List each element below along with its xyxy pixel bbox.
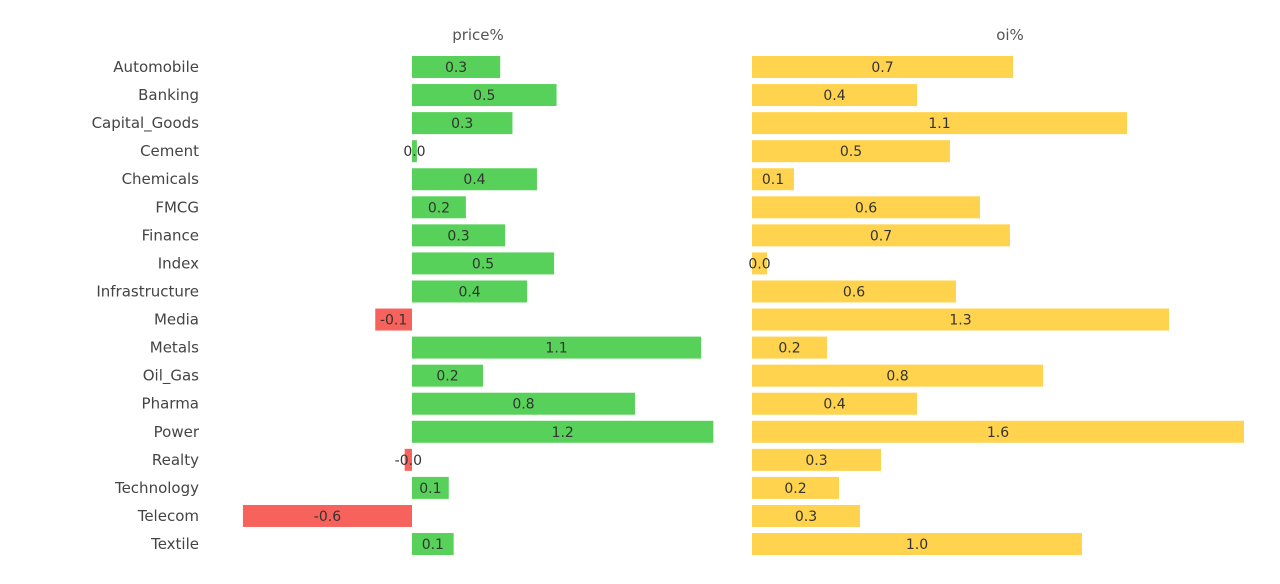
bar xyxy=(752,448,881,471)
category-label: Capital_Goods xyxy=(92,114,200,133)
category-label: Automobile xyxy=(113,58,199,76)
data-label: 0.4 xyxy=(458,284,480,300)
data-label: 1.0 xyxy=(906,537,928,553)
category-label: Metals xyxy=(150,339,199,357)
category-label: Power xyxy=(154,423,200,441)
bar xyxy=(412,420,714,443)
bar xyxy=(412,533,454,556)
category-label: Infrastructure xyxy=(96,282,199,300)
data-label: 0.7 xyxy=(870,228,892,244)
category-label: Pharma xyxy=(142,395,199,413)
bar xyxy=(752,224,1010,247)
bar xyxy=(404,448,412,471)
data-label: 0.4 xyxy=(463,172,485,188)
data-label: 1.3 xyxy=(949,313,971,329)
bar xyxy=(412,140,417,163)
category-label: Finance xyxy=(142,226,199,244)
bar xyxy=(752,364,1043,387)
data-label: 0.8 xyxy=(886,369,908,385)
data-label: 0.6 xyxy=(843,284,865,300)
data-label: 0.3 xyxy=(445,60,467,76)
category-label: Realty xyxy=(152,451,199,469)
data-label: 0.5 xyxy=(472,256,494,272)
data-label: 0.1 xyxy=(419,481,441,497)
bar xyxy=(412,280,528,303)
bar xyxy=(752,392,917,415)
data-label: -0.0 xyxy=(395,453,422,469)
bar xyxy=(412,476,449,499)
bar xyxy=(752,196,980,219)
data-label: 0.1 xyxy=(762,172,784,188)
data-label: 1.6 xyxy=(987,425,1009,441)
data-label: 1.1 xyxy=(928,116,950,132)
bar xyxy=(412,364,484,387)
bar xyxy=(752,533,1082,556)
data-label: 0.5 xyxy=(840,144,862,160)
data-label: 0.7 xyxy=(871,60,893,76)
data-label: 0.0 xyxy=(748,256,770,272)
category-label: Banking xyxy=(138,86,199,104)
bar xyxy=(752,252,767,275)
data-label: -0.6 xyxy=(314,509,341,525)
bar xyxy=(752,336,827,359)
data-label: 0.3 xyxy=(805,453,827,469)
category-label: Media xyxy=(154,311,199,329)
category-label: Textile xyxy=(150,535,199,553)
data-label: 0.2 xyxy=(778,341,800,357)
data-label: 0.2 xyxy=(428,200,450,216)
bar xyxy=(752,84,917,107)
category-label: FMCG xyxy=(155,198,199,216)
bar xyxy=(242,504,412,527)
bar xyxy=(752,420,1244,443)
data-label: 0.5 xyxy=(473,88,495,104)
data-label: 0.4 xyxy=(823,88,845,104)
category-label: Chemicals xyxy=(122,170,200,188)
bar xyxy=(412,84,557,107)
bar xyxy=(752,504,860,527)
oi-panel: 0.7 0.4 1.1 0.5 0.1 0.6 0.7 0.0 0.6 1.3 0.2 0.8 0.4 1… xyxy=(748,56,1244,556)
category-label: Telecom xyxy=(137,507,199,525)
bar xyxy=(412,112,513,135)
data-label: 0.1 xyxy=(422,537,444,553)
bar xyxy=(752,168,794,191)
data-label: 1.2 xyxy=(552,425,574,441)
data-label: 0.6 xyxy=(855,200,877,216)
bar xyxy=(752,308,1169,331)
bar xyxy=(752,476,839,499)
data-label: 0.3 xyxy=(447,228,469,244)
data-label: 1.1 xyxy=(545,341,567,357)
data-label: 0.4 xyxy=(823,397,845,413)
bar xyxy=(752,140,950,163)
data-label: 0.2 xyxy=(436,369,458,385)
bar xyxy=(412,392,635,415)
price-panel: 0.30.50.30.00.40.20.30.50.4-0.11.10.20.8… xyxy=(242,56,714,556)
category-label: Technology xyxy=(114,479,199,497)
oi-panel-title: oi% xyxy=(996,26,1024,44)
data-label: 0.3 xyxy=(795,509,817,525)
bar xyxy=(375,308,412,331)
data-label: 0.2 xyxy=(784,481,806,497)
bar xyxy=(412,252,555,275)
bar xyxy=(412,224,506,247)
category-label: Oil_Gas xyxy=(143,367,199,386)
category-label: Index xyxy=(158,254,199,272)
data-label: 0.0 xyxy=(403,144,425,160)
data-label: 0.8 xyxy=(512,397,534,413)
data-label: -0.1 xyxy=(380,313,407,329)
price-panel-title: price% xyxy=(452,26,504,44)
bar xyxy=(412,168,537,191)
bar xyxy=(752,280,956,303)
category-label: Cement xyxy=(140,142,199,160)
bar xyxy=(412,336,702,359)
data-label: 0.3 xyxy=(451,116,473,132)
category-axis: Automobile Banking Capital_Goods Cement Chem… xyxy=(92,58,200,553)
bar xyxy=(752,112,1127,135)
bar xyxy=(412,56,501,78)
bar xyxy=(752,56,1013,78)
bar xyxy=(412,196,466,219)
